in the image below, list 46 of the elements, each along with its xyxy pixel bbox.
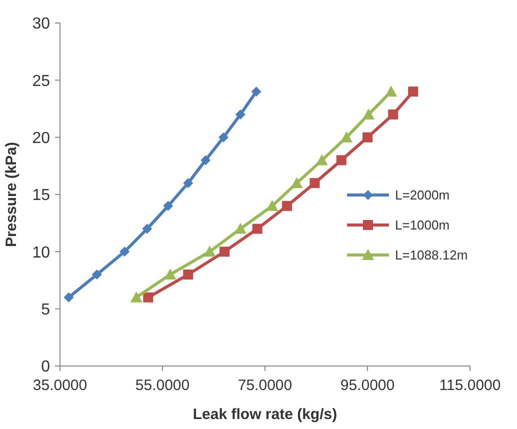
- y-tick-label: 5: [41, 301, 50, 318]
- point: [143, 292, 154, 302]
- y-tick-label: 30: [32, 16, 50, 33]
- y-tick-label: 20: [32, 130, 50, 147]
- x-tick-label: 115.0000: [439, 377, 501, 394]
- point: [362, 132, 372, 142]
- point: [120, 246, 130, 257]
- legend-label: L=2000m: [395, 188, 450, 203]
- point: [92, 270, 102, 280]
- y-tick-label: 0: [41, 358, 50, 376]
- point: [235, 109, 246, 120]
- x-tick-label: 35.0000: [32, 377, 88, 394]
- point: [310, 178, 320, 188]
- y-axis-title: Pressure (kPa): [3, 142, 20, 248]
- point: [164, 268, 176, 280]
- point: [251, 86, 262, 97]
- point: [64, 292, 74, 302]
- point: [290, 177, 303, 188]
- point: [204, 246, 216, 257]
- point: [388, 109, 398, 120]
- point: [183, 270, 194, 280]
- point: [220, 246, 230, 257]
- x-tick-label: 95.0000: [340, 377, 395, 394]
- point: [282, 200, 292, 211]
- legend-label: L=1000m: [395, 218, 450, 233]
- point: [218, 132, 228, 142]
- x-tick-label: 55.0000: [135, 377, 190, 394]
- point: [266, 200, 278, 211]
- point: [183, 178, 194, 188]
- point: [200, 155, 211, 166]
- point: [163, 200, 174, 211]
- point: [408, 86, 418, 97]
- point: [316, 154, 328, 166]
- y-tick-label: 10: [32, 244, 50, 262]
- point: [340, 131, 352, 142]
- x-tick-label: 75.0000: [238, 377, 292, 394]
- legend-label: L=1088.12m: [395, 248, 468, 263]
- y-tick-label: 25: [32, 72, 50, 90]
- point: [142, 224, 152, 234]
- y-tick-label: 15: [32, 187, 50, 204]
- point: [130, 291, 142, 302]
- point: [362, 108, 375, 120]
- point: [336, 155, 346, 166]
- point: [252, 224, 262, 234]
- point: [385, 86, 398, 97]
- x-axis-title: Leak flow rate (kg/s): [192, 406, 338, 423]
